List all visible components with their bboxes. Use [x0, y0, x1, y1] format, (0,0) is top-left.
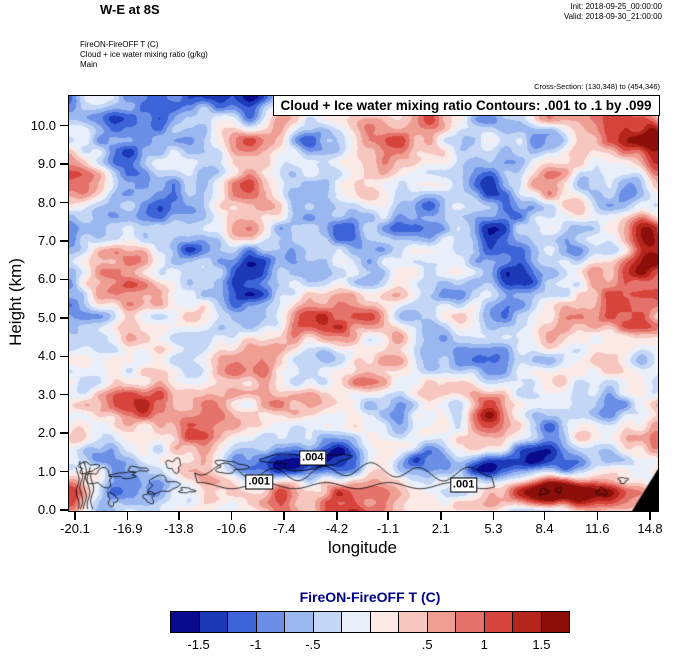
x-tick-label: -10.6: [216, 521, 247, 536]
contour-label: .001: [245, 474, 273, 490]
y-tick-mark: [60, 240, 68, 242]
y-tick-label: 9.0: [37, 156, 56, 172]
cross-section-label: Cross-Section: (130,348) to (454,346): [534, 82, 660, 91]
colorbar-segment: [199, 612, 228, 632]
colorbar-tick-label: -1.5: [187, 637, 210, 652]
colorbar-segment: [313, 612, 342, 632]
init-time: Init: 2018-09-25_00:00:00: [570, 2, 662, 11]
y-tick-mark: [60, 393, 68, 396]
x-tick-label: 11.6: [585, 521, 610, 536]
x-tick-label: -20.1: [60, 521, 90, 536]
x-tick-label: 14.8: [637, 521, 663, 536]
x-tick-mark: [596, 511, 599, 520]
y-tick-mark: [60, 278, 68, 281]
colorbar-segment: [513, 612, 542, 632]
colorbar-segment: [427, 612, 456, 632]
y-tick-label: 8.0: [37, 194, 56, 210]
colorbar-tick-label: 1.5: [532, 637, 551, 652]
y-axis-title: Height (km): [6, 258, 25, 346]
colorbar-segment: [541, 612, 569, 632]
x-axis-title: longitude: [327, 538, 397, 557]
y-tick-label: 2.0: [37, 425, 56, 441]
y-tick-label: 3.0: [37, 386, 56, 402]
contour-field-canvas: [69, 96, 658, 511]
x-tick-label: 5.3: [484, 521, 503, 536]
y-tick-mark: [60, 355, 68, 358]
x-tick-mark: [126, 511, 129, 520]
colorbar-segment: [256, 612, 285, 632]
x-tick-label: -13.8: [163, 521, 194, 536]
colorbar-segment: [399, 612, 428, 632]
x-tick-label: -4.2: [325, 521, 349, 536]
y-tick-label: 7.0: [37, 233, 56, 249]
y-tick-mark: [60, 470, 68, 473]
x-tick-mark: [649, 511, 651, 520]
contour-label: .001: [449, 477, 478, 493]
field-line-fill: FireON-FireOFF T (C): [80, 40, 159, 49]
colorbar-tick-label: -.5: [305, 637, 321, 652]
colorbar-segment: [370, 612, 399, 632]
x-tick-mark: [387, 511, 389, 520]
x-tick-label: -1.1: [376, 521, 400, 536]
x-tick-mark: [492, 511, 495, 520]
colorbar-segment: [285, 612, 314, 632]
colorbar-tick-label: .5: [421, 637, 433, 652]
field-descriptions: FireON-FireOFF T (C) Cloud + ice water m…: [80, 40, 208, 70]
colorbar-segment: [456, 612, 485, 632]
y-tick-label: 1.0: [37, 463, 56, 479]
contour-info-box: Cloud + Ice water mixing ratio Contours:…: [272, 94, 660, 116]
y-tick-label: 10.0: [30, 117, 56, 133]
colorbar-tick-label: 1: [480, 637, 488, 652]
x-tick-mark: [74, 511, 76, 520]
colorbar-segment: [484, 612, 513, 632]
x-tick-mark: [283, 511, 285, 520]
x-tick-mark: [543, 511, 546, 520]
y-tick-mark: [60, 201, 68, 204]
plot-area: Cloud + Ice water mixing ratio Contours:…: [68, 94, 660, 512]
x-tick-label: -7.4: [273, 521, 296, 536]
y-tick-mark: [60, 163, 68, 165]
x-tick-label: 2.1: [431, 521, 450, 536]
x-tick-label: 8.4: [535, 521, 554, 536]
x-tick-mark: [440, 511, 442, 520]
contour-label: .004: [299, 450, 327, 466]
y-tick-mark: [60, 509, 68, 511]
field-line-overlay: Cloud + ice water mixing ratio (g/kg): [80, 50, 208, 59]
valid-time: Valid: 2018-09-30_21:00:00: [563, 12, 662, 21]
page-title: W-E at 8S: [100, 2, 160, 17]
colorbar-tick-label: -1: [249, 637, 262, 652]
x-tick-mark: [178, 511, 180, 520]
y-tick-label: 0.0: [37, 502, 56, 517]
colorbar-title: FireON-FireOFF T (C): [299, 589, 441, 605]
colorbar: [170, 611, 570, 633]
colorbar-segment: [342, 612, 371, 632]
colorbar-segment: [228, 612, 257, 632]
x-tick-mark: [336, 511, 338, 520]
y-tick-label: 4.0: [37, 348, 56, 364]
y-tick-mark: [60, 432, 68, 434]
colorbar-segment: [171, 612, 200, 632]
field-line-grid: Main: [80, 60, 98, 69]
x-tick-mark: [230, 511, 233, 520]
y-tick-mark: [60, 317, 68, 319]
init-valid-times: Init: 2018-09-25_00:00:00 Valid: 2018-09…: [564, 2, 662, 22]
x-tick-label: -16.9: [112, 521, 143, 536]
y-tick-mark: [60, 124, 68, 127]
